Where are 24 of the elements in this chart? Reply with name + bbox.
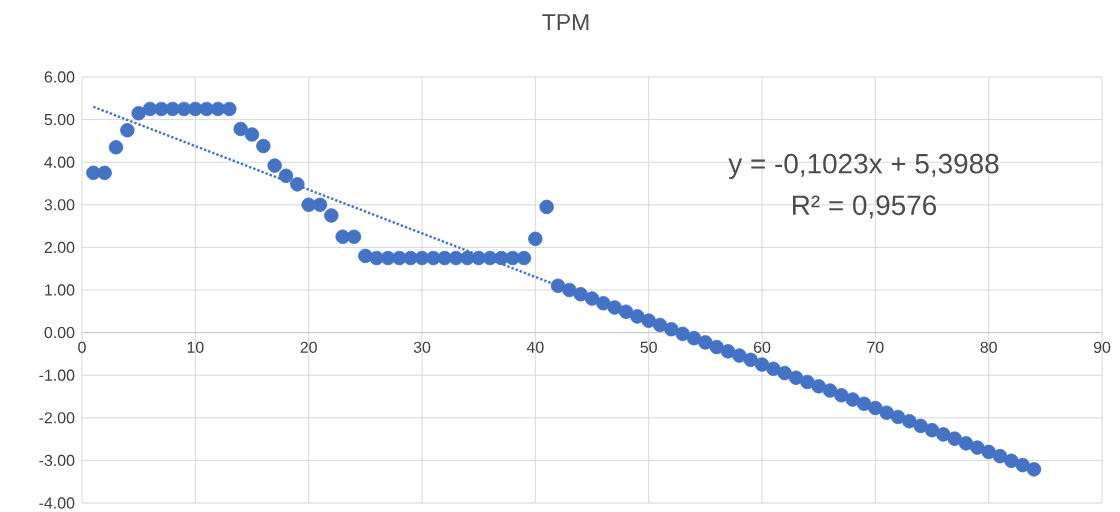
x-tick-label: 40 bbox=[526, 341, 544, 353]
x-tick-label: 20 bbox=[300, 341, 317, 353]
x-tick-label: 10 bbox=[187, 341, 204, 353]
y-tick-label: 5.00 bbox=[44, 113, 75, 126]
x-tick-label: 70 bbox=[867, 341, 884, 353]
y-tick-label: -2.00 bbox=[39, 412, 75, 424]
x-tick-label: 80 bbox=[980, 341, 997, 353]
y-tick-label: 1.00 bbox=[45, 284, 75, 296]
y-tick-label: 4.00 bbox=[44, 156, 75, 168]
y-tick-label: 2.00 bbox=[44, 241, 75, 254]
x-tick-label: 50 bbox=[640, 341, 657, 353]
x-tick-label: 0 bbox=[78, 341, 86, 353]
x-tick-label: 90 bbox=[1093, 341, 1111, 353]
y-tick-label: 0.00 bbox=[44, 326, 75, 339]
y-tick-label: 6.00 bbox=[44, 71, 75, 83]
x-tick-label: 60 bbox=[753, 341, 771, 353]
y-tick-label: -4.00 bbox=[39, 497, 75, 509]
y-tick-label: 3.00 bbox=[44, 199, 75, 211]
annotation: R² = 0,9576 bbox=[793, 195, 937, 219]
annotation: y = -0,1023x + 5,3988 bbox=[728, 153, 999, 180]
x-tick-label: 30 bbox=[413, 341, 431, 353]
y-tick-label: -1.00 bbox=[39, 369, 75, 381]
y-tick-label: -3.00 bbox=[39, 454, 75, 467]
chart-title: TPM bbox=[542, 14, 589, 30]
